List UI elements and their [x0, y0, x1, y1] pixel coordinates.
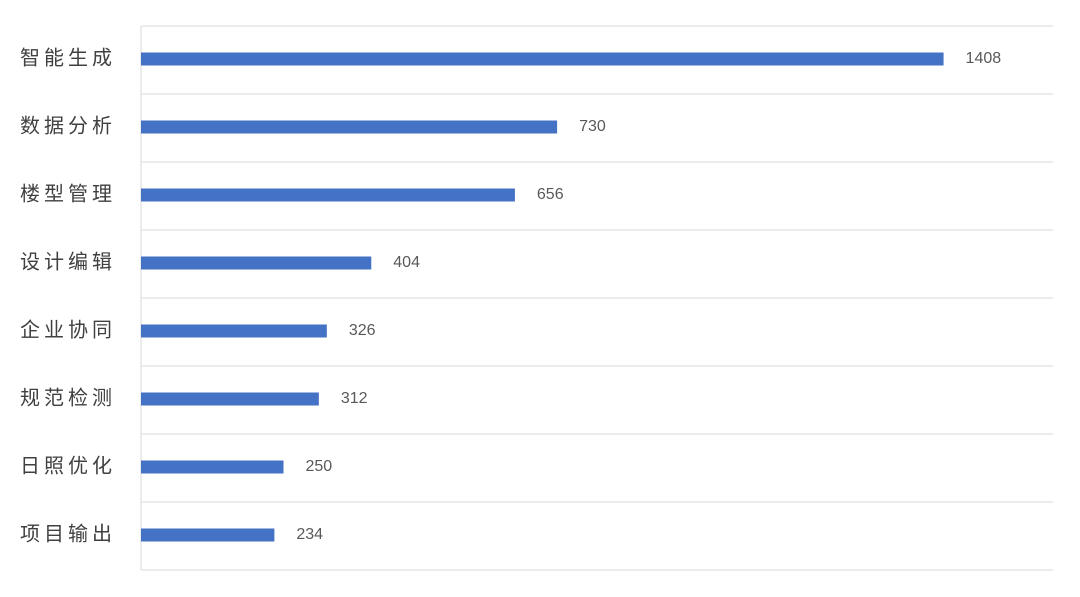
y-tick-label: 日照优化: [20, 454, 116, 478]
y-tick-label: 数据分析: [20, 114, 116, 138]
data-label: 656: [537, 186, 564, 203]
y-tick-label: 项目输出: [20, 522, 116, 546]
y-tick-label: 楼型管理: [20, 182, 116, 206]
bar: [141, 120, 558, 134]
data-label: 404: [393, 254, 420, 271]
data-label: 312: [341, 390, 368, 407]
data-label: 250: [306, 458, 333, 475]
bar: [141, 52, 944, 66]
bar: [141, 528, 275, 542]
bar: [141, 392, 319, 406]
y-tick-label: 规范检测: [20, 386, 116, 410]
y-tick-label: 设计编辑: [20, 250, 116, 274]
bar: [141, 188, 515, 202]
bar: [141, 460, 284, 474]
bar: [141, 256, 372, 270]
y-tick-label: 企业协同: [20, 318, 116, 342]
data-label: 326: [349, 322, 376, 339]
data-label: 1408: [966, 50, 1002, 67]
bar: [141, 324, 327, 338]
y-tick-label: 智能生成: [20, 46, 116, 70]
data-label: 730: [579, 118, 606, 135]
data-label: 234: [296, 526, 323, 543]
